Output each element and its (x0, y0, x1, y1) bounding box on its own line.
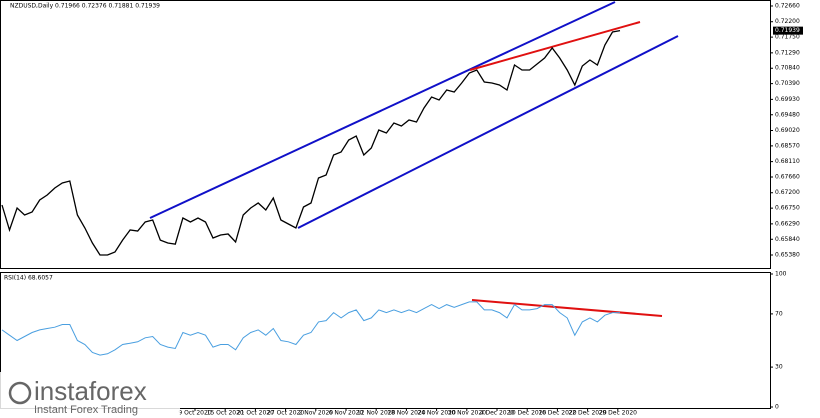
y-tick-label: 0.72660 (775, 2, 800, 9)
y-tick-label: 0.70390 (775, 80, 800, 87)
last-price-label: 0.71939 (775, 27, 800, 34)
x-tick-label: 6 Nov 2020 (329, 410, 364, 417)
rsi-title: RSI(14) 68.6057 (4, 275, 53, 282)
y-tick-label: 0.69020 (775, 127, 800, 134)
rsi-trendline (471, 299, 663, 317)
x-tick-label: 4 Dec 2020 (480, 410, 515, 417)
y-tick-label: 0.68570 (775, 142, 800, 149)
x-tick-label: 21 Oct 2020 (237, 410, 274, 417)
x-tick-label: 27 Oct 2020 (267, 410, 304, 417)
y-tick-label: 0.68110 (775, 158, 800, 165)
y-tick-label: 0.66750 (775, 205, 800, 212)
x-tick-label: 10 Dec 2020 (508, 410, 547, 417)
price-panel (0, 0, 771, 269)
series-line (1, 301, 620, 356)
y-tick-label: 0 (775, 404, 779, 411)
x-tick-label: 24 Nov 2020 (417, 410, 456, 417)
y-tick-label: 70 (775, 310, 783, 317)
x-tick-label: 18 Nov 2020 (387, 410, 426, 417)
logo-icon (8, 381, 32, 405)
y-tick-label: 0.69930 (775, 96, 800, 103)
last-price-box (773, 26, 803, 35)
x-tick-label: 15 Oct 2020 (207, 410, 244, 417)
y-tick-label: 0.67200 (775, 189, 800, 196)
y-tick-label: 0.67660 (775, 174, 800, 181)
logo-name: instaforex (34, 376, 147, 406)
x-tick-label: 29 Dec 2020 (599, 410, 638, 417)
price-trendline (469, 21, 641, 71)
y-tick-label: 0.65380 (775, 252, 800, 259)
price-title: NZDUSD,Daily 0.71966 0.72376 0.71881 0.7… (10, 3, 160, 10)
channel-lower (297, 35, 679, 229)
y-tick-label: 0.70840 (775, 65, 800, 72)
y-tick-label: 0.66290 (775, 220, 800, 227)
x-tick-label: 9 Oct 2020 (178, 410, 211, 417)
y-tick-label: 0.71750 (775, 34, 800, 41)
y-tick-label: 30 (775, 364, 783, 371)
y-tick-label: 0.72200 (775, 18, 800, 25)
logo-tagline: Instant Forex Trading (34, 404, 138, 416)
x-tick-label: 2 Nov 2020 (298, 410, 333, 417)
x-tick-label: 16 Dec 2020 (538, 410, 577, 417)
y-tick-label: 0.65840 (775, 236, 800, 243)
y-tick-label: 0.69480 (775, 111, 800, 118)
x-tick-label: 12 Nov 2020 (357, 410, 396, 417)
x-tick-label: 30 Nov 2020 (448, 410, 487, 417)
rsi-panel (0, 272, 771, 409)
y-tick-label: 100 (775, 271, 787, 278)
logo: instaforex Instant Forex Trading (0, 372, 180, 418)
y-tick-label: 0.71290 (775, 49, 800, 56)
x-tick-label: 22 Dec 2020 (568, 410, 607, 417)
series-line (1, 29, 621, 256)
channel-upper (149, 1, 616, 219)
